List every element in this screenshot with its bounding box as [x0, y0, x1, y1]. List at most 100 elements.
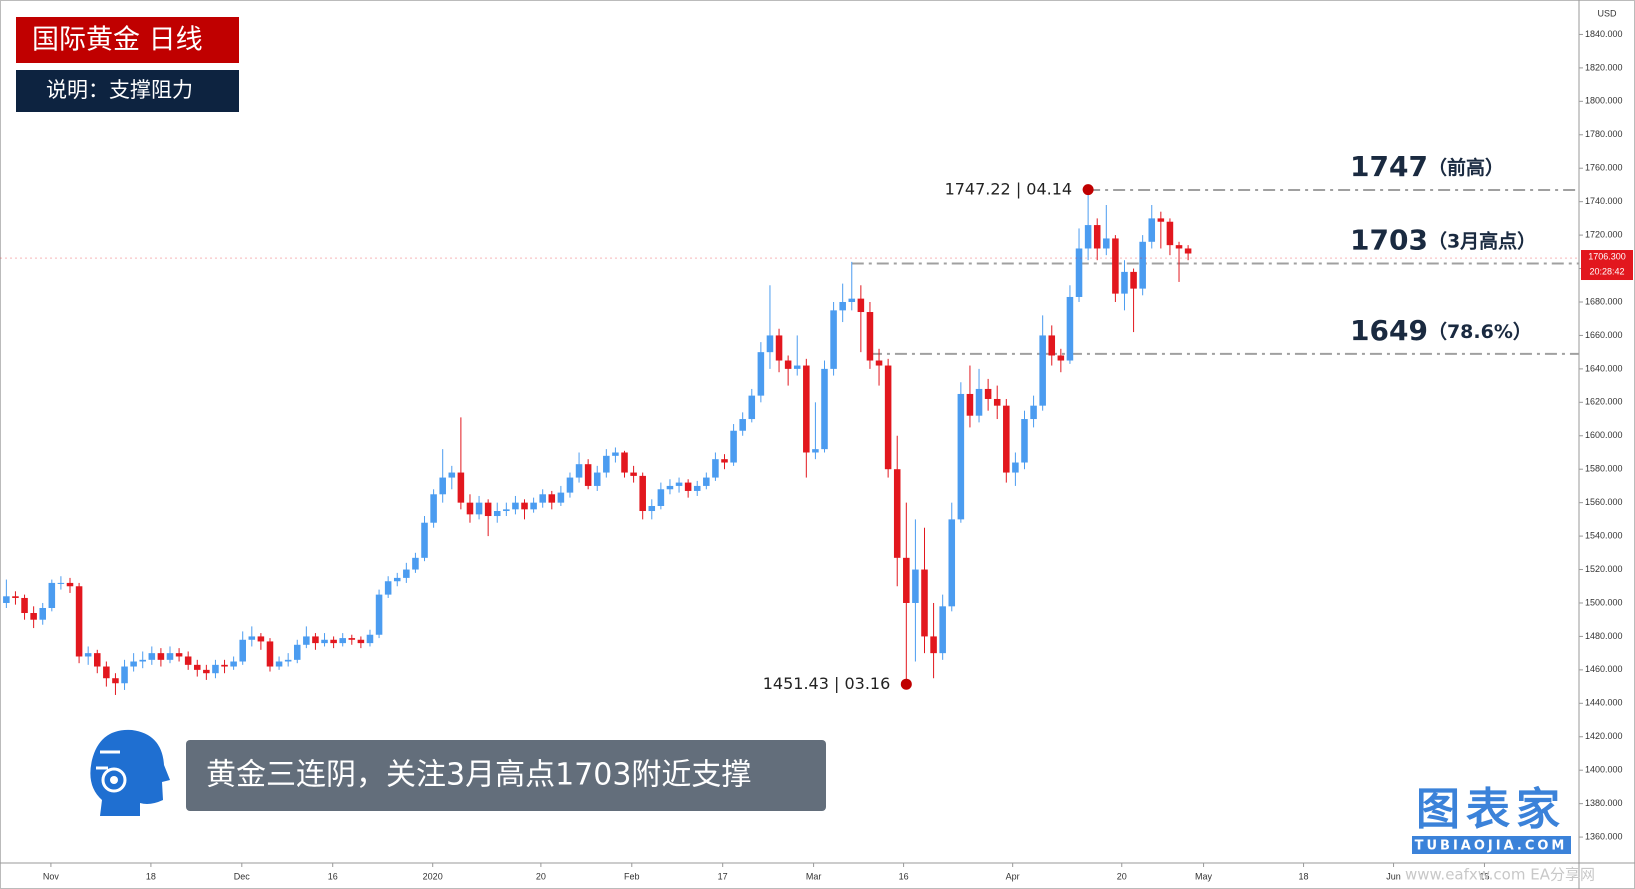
- candle-body: [639, 475, 646, 512]
- candle-body: [1130, 271, 1137, 289]
- y-tick-label: 1500.000: [1585, 597, 1623, 607]
- candle-body: [48, 582, 56, 608]
- candle-body: [184, 656, 192, 665]
- candle-body: [739, 419, 746, 431]
- candle-body: [375, 594, 383, 635]
- y-tick-label: 1780.000: [1585, 129, 1623, 139]
- candle-body: [75, 586, 83, 657]
- candle-body: [603, 455, 610, 473]
- candle-body: [1048, 335, 1056, 356]
- candle-body: [457, 472, 465, 503]
- candle-body: [675, 482, 683, 486]
- x-tick-label: Nov: [43, 871, 60, 881]
- y-tick-label: 1620.000: [1585, 397, 1623, 407]
- candle-body: [875, 360, 883, 366]
- extreme-label: 1451.43 | 03.16: [763, 674, 891, 693]
- candle-body: [630, 472, 637, 476]
- candle-body: [230, 661, 237, 667]
- level-note: （3月高点）: [1428, 229, 1536, 252]
- candle-body: [357, 639, 365, 644]
- candle-body: [593, 472, 601, 486]
- candle-body: [1030, 405, 1037, 420]
- candle-body: [3, 596, 10, 603]
- candle-body: [1012, 462, 1019, 473]
- extreme-marker: [1082, 184, 1094, 196]
- candle-body: [157, 653, 165, 660]
- candle-body: [1175, 245, 1183, 249]
- level-value: 1747: [1350, 150, 1428, 183]
- level-note: （78.6%）: [1428, 319, 1532, 342]
- candle-body: [612, 452, 619, 456]
- candle-body: [657, 489, 665, 506]
- caption: 黄金三连阴，关注3月高点1703附近支撑: [206, 758, 751, 793]
- candle-body: [321, 639, 328, 644]
- candle-body: [984, 388, 992, 399]
- extreme-date: 03.16: [844, 674, 890, 693]
- extreme-marker: [900, 678, 912, 690]
- candle-body: [166, 653, 174, 660]
- x-tick-label: 20: [536, 871, 546, 881]
- y-tick-label: 1480.000: [1585, 631, 1623, 641]
- y-tick-label: 1420.000: [1585, 731, 1623, 741]
- x-tick-label: 18: [146, 871, 156, 881]
- candle-body: [121, 666, 128, 684]
- x-tick-label: 2020: [423, 871, 443, 881]
- chart-subtitle: 说明：支撑阻力: [46, 78, 193, 102]
- candle-body: [384, 581, 392, 595]
- candle-body: [966, 393, 974, 416]
- candle-body: [266, 641, 274, 667]
- y-tick-label: 1660.000: [1585, 330, 1623, 340]
- candle-body: [1157, 218, 1165, 222]
- candle-body: [684, 482, 692, 491]
- candle-body: [12, 596, 19, 598]
- candle-body: [130, 661, 137, 667]
- candle-body: [193, 664, 201, 670]
- candle-body: [884, 365, 892, 470]
- candle-body: [848, 298, 856, 302]
- candle-body: [1184, 248, 1192, 254]
- candle-body: [721, 459, 728, 463]
- candle-body: [66, 582, 74, 587]
- candle-body: [784, 360, 792, 369]
- candle-body: [648, 505, 656, 512]
- watermark-bar: [1412, 836, 1571, 854]
- candle-body: [257, 636, 265, 642]
- candle-body: [93, 653, 101, 667]
- candle-body: [521, 502, 528, 510]
- y-tick-label: 1760.000: [1585, 163, 1623, 173]
- y-tick-label: 1440.000: [1585, 698, 1623, 708]
- candle-body: [493, 511, 501, 517]
- watermark-url: TUBIAOJIA.COM: [1415, 839, 1568, 854]
- candle-body: [757, 352, 765, 396]
- candle-body: [312, 636, 319, 644]
- last-price-tag: [1581, 250, 1633, 281]
- caption-box: [186, 740, 826, 811]
- candle-body: [21, 597, 28, 614]
- candle-body: [1139, 241, 1146, 289]
- candle-body: [693, 485, 701, 491]
- candle-body: [484, 502, 492, 517]
- candle-body: [1112, 238, 1119, 294]
- y-tick-label: 1840.000: [1585, 29, 1623, 39]
- x-tick-label: Feb: [624, 871, 640, 881]
- candle-body: [84, 653, 92, 657]
- candle-body: [148, 653, 156, 660]
- level-label: 1703（3月高点）: [1350, 224, 1536, 257]
- y-tick-label: 1520.000: [1585, 564, 1623, 574]
- candle-body: [1057, 355, 1065, 361]
- candle-body: [348, 638, 356, 640]
- candle-body: [293, 644, 301, 660]
- extreme-date: 04.14: [1026, 179, 1072, 198]
- x-tick-label: 15: [1479, 871, 1489, 881]
- candle-body: [221, 664, 228, 667]
- candle-body: [666, 485, 674, 490]
- x-tick-label: 16: [899, 871, 909, 881]
- y-tick-label: 1460.000: [1585, 664, 1623, 674]
- y-tick-label: 1680.000: [1585, 296, 1623, 306]
- candle-body: [830, 310, 837, 369]
- candle-body: [139, 659, 146, 662]
- candle-body: [412, 557, 419, 570]
- candle-body: [112, 678, 119, 684]
- candle-body: [1148, 218, 1156, 242]
- watermark-site: www.eafxw.com EA分享网: [1405, 866, 1595, 884]
